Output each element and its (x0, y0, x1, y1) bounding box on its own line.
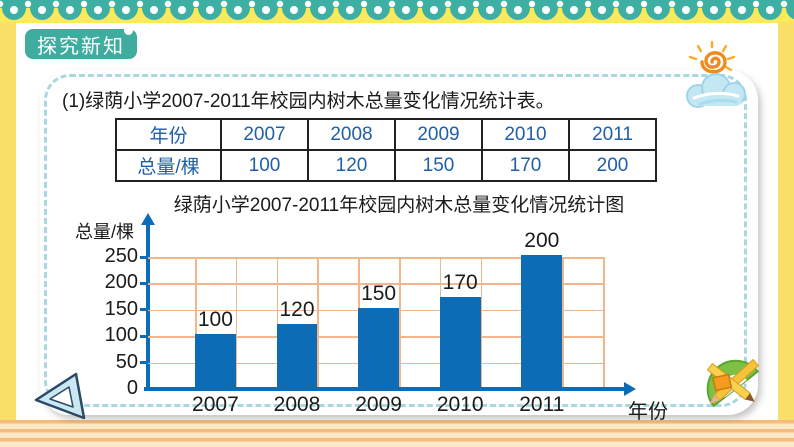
statistics-table: 年份 2007 2008 2009 2010 2011 总量/棵 100 120 150 170 20… (115, 118, 657, 182)
table-cell: 2009 (394, 118, 483, 151)
chart-title: 绿荫小学2007-2011年校园内树木总量变化情况统计图 (173, 195, 625, 216)
x-axis-arrow-icon (624, 382, 636, 396)
bar-value-label: 120 (279, 297, 315, 321)
y-tick-label: 250 (104, 245, 138, 267)
table-row: 年份 2007 2008 2009 2010 2011 (115, 118, 657, 151)
gridline-vertical (399, 257, 401, 387)
gridline-vertical (480, 257, 483, 387)
scallop-border (0, 0, 794, 23)
x-category-label: 2007 (192, 393, 239, 416)
left-band (0, 22, 16, 421)
table-cell: 2008 (307, 118, 396, 151)
table-cell: 120 (307, 149, 396, 182)
bar-chart: 总量/棵 年份 0 50 100 150 200 250 100 2007 120 2008 150… (70, 213, 710, 431)
protractor-pencils-icon (706, 358, 760, 408)
y-tick-mark (140, 308, 146, 312)
set-square-icon (34, 372, 86, 420)
bar-value-label: 170 (442, 271, 478, 295)
y-axis-arrow-icon (141, 213, 155, 225)
gridline-vertical (235, 257, 238, 387)
table-cell: 2007 (220, 118, 309, 151)
table-cell: 2011 (568, 118, 657, 151)
gridline-vertical (317, 257, 319, 387)
bar (439, 297, 481, 387)
y-tick-mark (140, 281, 146, 285)
bar-value-label: 200 (524, 229, 560, 252)
x-category-label: 2011 (519, 393, 565, 416)
gridline-vertical (276, 257, 279, 387)
y-tick-label: 0 (126, 377, 138, 399)
right-band (778, 22, 794, 421)
bar (195, 334, 236, 387)
x-axis (144, 387, 626, 391)
scallop-bunting-icon (0, 0, 794, 23)
y-axis (146, 224, 150, 389)
gridline-vertical (562, 257, 564, 387)
y-axis-label: 总量/棵 (75, 222, 135, 242)
gridline-vertical (603, 257, 605, 387)
y-tick-mark (140, 255, 146, 259)
bar (276, 323, 318, 387)
table-cell: 100 (220, 149, 309, 182)
y-tick-label: 50 (115, 350, 138, 373)
badge-dot (124, 26, 133, 35)
gridline-horizontal (148, 283, 605, 285)
table-cell: 2010 (481, 118, 570, 151)
x-category-label: 2008 (273, 393, 321, 416)
gridline-vertical (195, 257, 197, 387)
table-cell: 总量/棵 (115, 149, 222, 182)
gridline-horizontal (148, 257, 605, 259)
section-badge: 探究新知 (25, 29, 137, 59)
problem-statement: (1)绿荫小学2007-2011年校园内树木总量变化情况统计表。 (62, 91, 555, 112)
bar-value-label: 100 (197, 308, 233, 332)
footer-stripes (0, 420, 794, 447)
y-tick-mark (140, 334, 146, 338)
table-cell: 150 (394, 149, 483, 182)
y-tick-label: 200 (104, 271, 138, 294)
dashed-border (44, 74, 747, 407)
table-cell: 年份 (115, 118, 222, 151)
x-category-label: 2010 (436, 393, 484, 416)
bar (358, 307, 399, 387)
y-tick-mark (140, 361, 146, 365)
table-cell: 170 (481, 149, 570, 182)
x-axis-label: 年份 (628, 401, 668, 423)
table-cell: 200 (568, 149, 657, 182)
y-tick-label: 150 (104, 297, 138, 320)
table-row: 总量/棵 100 120 150 170 200 (115, 149, 657, 182)
bar (521, 255, 563, 387)
y-tick-label: 100 (104, 324, 138, 347)
sun-cloud-icon (686, 40, 746, 108)
x-category-label: 2009 (355, 393, 402, 416)
bar-value-label: 150 (361, 281, 397, 305)
